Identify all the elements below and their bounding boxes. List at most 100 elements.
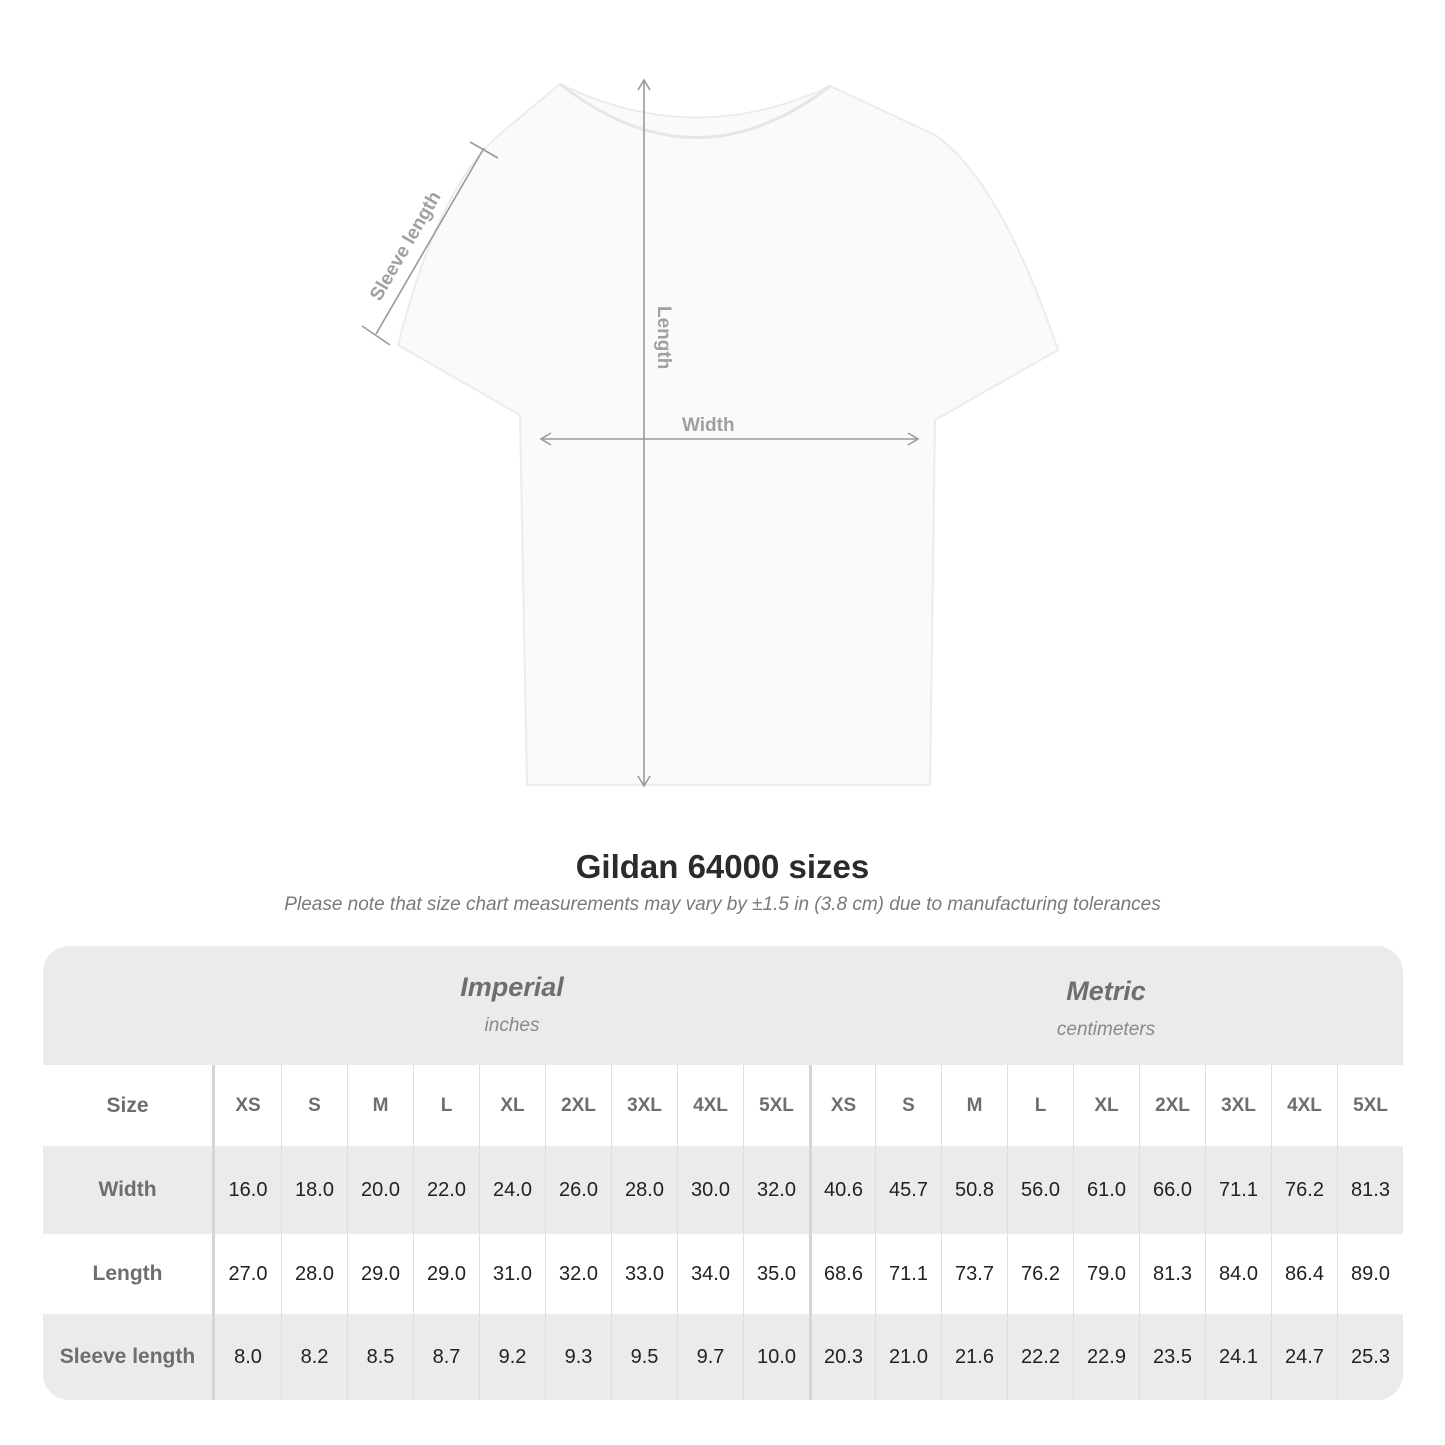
- table-cell: 10.0: [743, 1314, 809, 1400]
- table-cell: 34.0: [677, 1234, 743, 1314]
- table-cell: 27.0: [228, 1262, 268, 1285]
- table-cell: 8.0: [234, 1345, 262, 1368]
- table-cell: 71.1: [1205, 1146, 1271, 1234]
- table-cell: 20.3: [809, 1314, 875, 1400]
- table-row: Length 27.0 28.0 29.0 29.0 31.0 32.0 33.0 34.0 3…: [43, 1234, 1403, 1314]
- table-row: Width 16.0 18.0 20.0 22.0 24.0 26.0 28.0 30.0 32…: [43, 1146, 1403, 1234]
- table-cell: 68.6: [809, 1234, 875, 1314]
- table-cell: 32.0: [545, 1234, 611, 1314]
- size-header-cell: L: [1007, 1065, 1073, 1146]
- table-cell: 20.0: [347, 1146, 413, 1234]
- size-header-cell: 4XL: [677, 1065, 743, 1146]
- table-cell: 76.2: [1271, 1146, 1337, 1234]
- size-header-cell: 5XL: [1337, 1065, 1403, 1146]
- table-cell: 24.7: [1271, 1314, 1337, 1400]
- table-cell: 22.9: [1073, 1314, 1139, 1400]
- row-label: Length: [43, 1234, 215, 1314]
- row-label: Sleeve length: [43, 1314, 215, 1400]
- size-header-cell: 4XL: [1271, 1065, 1337, 1146]
- tshirt-diagram: Sleeve length Length Width: [361, 78, 1060, 788]
- table-cell: 24.1: [1205, 1314, 1271, 1400]
- table-cell: 76.2: [1007, 1234, 1073, 1314]
- table-cell: 21.0: [875, 1314, 941, 1400]
- table-cell: 81.3: [1337, 1146, 1403, 1234]
- table-cell: 32.0: [743, 1146, 809, 1234]
- table-cell: 22.0: [413, 1146, 479, 1234]
- table-cell: 61.0: [1073, 1146, 1139, 1234]
- sleeve-measure-line: [375, 147, 485, 335]
- table-row: Sleeve length 8.0 8.2 8.5 8.7 9.2 9.3 9.5 9.7 10…: [43, 1314, 1403, 1400]
- size-header-cell: 2XL: [545, 1065, 611, 1146]
- metric-title: Metric: [1066, 976, 1146, 1006]
- size-table: Imperial inches Metric centimeters Size …: [43, 946, 1403, 1400]
- table-cell: 23.5: [1139, 1314, 1205, 1400]
- table-cell: 45.7: [875, 1146, 941, 1234]
- width-arrow-right: [907, 432, 920, 446]
- size-header-cell: 5XL: [743, 1065, 809, 1146]
- table-cell: 31.0: [479, 1234, 545, 1314]
- table-cell: 24.0: [479, 1146, 545, 1234]
- table-cell: 28.0: [611, 1146, 677, 1234]
- size-header-row: Size XS S M L XL 2XL 3XL 4XL 5XL XS S M L XL 2XL 3XL 4XL…: [43, 1065, 1403, 1146]
- size-header-cell: XS: [235, 1094, 261, 1116]
- table-cell: 35.0: [743, 1234, 809, 1314]
- length-label: Length: [653, 306, 674, 369]
- table-cell: 18.0: [281, 1146, 347, 1234]
- tshirt-shape: [396, 82, 1060, 786]
- size-header-cell: XS: [809, 1065, 875, 1146]
- table-cell: 21.6: [941, 1314, 1007, 1400]
- metric-header: Metric centimeters: [809, 950, 1403, 1067]
- table-cell: 8.5: [347, 1314, 413, 1400]
- size-header-cell: L: [413, 1065, 479, 1146]
- table-cell: 16.0: [228, 1178, 268, 1201]
- size-header-cell: S: [281, 1065, 347, 1146]
- width-label: Width: [682, 415, 735, 436]
- size-header-cell: XL: [1073, 1065, 1139, 1146]
- table-cell: 26.0: [545, 1146, 611, 1234]
- table-cell: 73.7: [941, 1234, 1007, 1314]
- table-cell: 81.3: [1139, 1234, 1205, 1314]
- table-cell: 56.0: [1007, 1146, 1073, 1234]
- table-cell: 79.0: [1073, 1234, 1139, 1314]
- size-header-cell: XL: [479, 1065, 545, 1146]
- sleeve-tick-bottom: [361, 325, 391, 346]
- imperial-title: Imperial: [460, 972, 564, 1002]
- table-cell: 33.0: [611, 1234, 677, 1314]
- table-cell: 25.3: [1337, 1314, 1403, 1400]
- sleeve-tick-top: [469, 141, 499, 159]
- width-arrow-left: [539, 432, 552, 446]
- size-header-cell: 3XL: [611, 1065, 677, 1146]
- length-arrow-top: [637, 78, 651, 91]
- table-cell: 9.3: [545, 1314, 611, 1400]
- length-arrow-bottom: [637, 775, 651, 788]
- table-cell: 89.0: [1337, 1234, 1403, 1314]
- tshirt-collar: [559, 82, 831, 139]
- table-cell: 86.4: [1271, 1234, 1337, 1314]
- size-header-cell: 3XL: [1205, 1065, 1271, 1146]
- tolerance-note: Please note that size chart measurements…: [284, 894, 1161, 915]
- table-cell: 71.1: [875, 1234, 941, 1314]
- table-cell: 22.2: [1007, 1314, 1073, 1400]
- size-header-cell: M: [347, 1065, 413, 1146]
- size-header-cell: S: [875, 1065, 941, 1146]
- page-title: Gildan 64000 sizes: [575, 848, 870, 885]
- imperial-header: Imperial inches: [215, 946, 809, 1063]
- metric-unit: centimeters: [1056, 1019, 1156, 1040]
- table-cell: 50.8: [941, 1146, 1007, 1234]
- table-cell: 9.2: [479, 1314, 545, 1400]
- table-cell: 9.5: [611, 1314, 677, 1400]
- table-cell: 66.0: [1139, 1146, 1205, 1234]
- table-cell: 9.7: [677, 1314, 743, 1400]
- table-cell: 29.0: [347, 1234, 413, 1314]
- imperial-unit: inches: [484, 1015, 540, 1036]
- table-cell: 84.0: [1205, 1234, 1271, 1314]
- table-cell: 8.7: [413, 1314, 479, 1400]
- table-cell: 28.0: [281, 1234, 347, 1314]
- table-cell: 40.6: [809, 1146, 875, 1234]
- size-header-cell: M: [941, 1065, 1007, 1146]
- row-label: Width: [43, 1146, 215, 1234]
- table-cell: 8.2: [281, 1314, 347, 1400]
- table-cell: 30.0: [677, 1146, 743, 1234]
- table-cell: 29.0: [413, 1234, 479, 1314]
- size-label: Size: [43, 1065, 215, 1146]
